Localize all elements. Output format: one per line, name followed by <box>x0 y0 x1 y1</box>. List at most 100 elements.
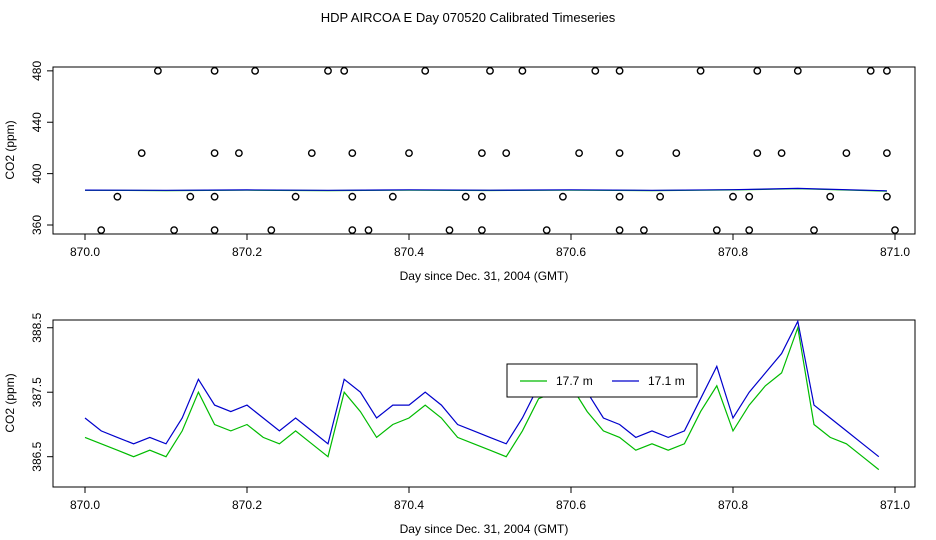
flag-point <box>866 67 875 75</box>
top-y-tick-label: 480 <box>30 61 44 81</box>
top-y-tick-label: 360 <box>30 215 44 235</box>
flag-point <box>307 149 316 158</box>
flag-point <box>745 192 754 201</box>
bottom-y-axis-label: CO2 (ppm) <box>3 373 17 432</box>
flag-point <box>575 149 583 158</box>
bottom-plot-frame <box>52 319 916 488</box>
bottom-x-tick-label: 870.4 <box>394 498 424 512</box>
bottom-x-axis: 870.0 870.2 870.4 870.6 870.8 871.0 <box>70 487 910 512</box>
top-x-tick-label: 870.4 <box>394 245 424 259</box>
flag-point <box>615 149 624 158</box>
flag-point <box>324 67 332 75</box>
bottom-series-2-line <box>84 319 880 458</box>
bottom-y-tick-label: 386.5 <box>30 441 44 471</box>
flag-point <box>405 149 413 158</box>
flag-point <box>348 149 357 158</box>
flag-point <box>291 192 300 201</box>
bottom-x-tick-label: 870.8 <box>718 498 748 512</box>
bottom-y-tick-label: 388.5 <box>30 312 44 342</box>
flag-point <box>559 192 567 201</box>
flag-point <box>640 226 648 235</box>
top-series-lines <box>84 187 887 192</box>
flag-point <box>421 67 430 75</box>
legend: 17.7 m 17.1 m <box>506 363 698 398</box>
flag-point <box>883 67 891 75</box>
bottom-x-tick-label: 871.0 <box>880 498 910 512</box>
flag-point <box>615 226 624 235</box>
flag-point <box>591 67 600 75</box>
flag-point <box>251 67 260 75</box>
flag-point <box>210 192 219 201</box>
bottom-x-tick-label: 870.6 <box>556 498 586 512</box>
bottom-y-tick-label: 387.5 <box>30 377 44 407</box>
bottom-x-tick-label: 870.0 <box>70 498 100 512</box>
top-y-tick-label: 440 <box>30 112 44 132</box>
top-y-axis: 360 400 440 480 <box>30 61 53 235</box>
flag-point <box>477 192 486 201</box>
flag-point <box>842 149 851 158</box>
top-x-tick-label: 870.8 <box>718 245 748 259</box>
flag-point <box>113 192 122 201</box>
flag-point <box>364 226 373 235</box>
top-x-axis: 870.0 870.2 870.4 870.6 870.8 871.0 <box>70 234 910 259</box>
top-x-axis-label: Day since Dec. 31, 2004 (GMT) <box>400 269 569 283</box>
top-flag-points <box>97 67 899 235</box>
flag-point <box>883 149 891 158</box>
top-plot-frame <box>52 66 916 235</box>
flag-point <box>729 192 737 201</box>
bottom-series-1-line <box>84 325 880 471</box>
flag-point <box>672 149 681 158</box>
top-y-tick-label: 400 <box>30 163 44 183</box>
bottom-y-axis: 386.5 387.5 388.5 <box>30 312 53 472</box>
legend-label-17-1m: 17.1 m <box>648 374 685 388</box>
flag-point <box>486 67 494 75</box>
top-x-tick-label: 870.6 <box>556 245 586 259</box>
flag-point <box>777 149 786 158</box>
flag-point <box>615 67 624 75</box>
flag-point <box>234 149 243 158</box>
top-x-tick-label: 870.0 <box>70 245 100 259</box>
flag-point <box>745 226 754 235</box>
flag-point <box>883 192 891 201</box>
flag-point <box>542 226 551 235</box>
flag-point <box>445 226 454 235</box>
flag-point <box>891 226 899 235</box>
flag-point <box>97 226 106 235</box>
flag-point <box>477 226 486 235</box>
top-x-tick-label: 871.0 <box>880 245 910 259</box>
flag-point <box>153 67 162 75</box>
flag-point <box>137 149 146 158</box>
flag-point <box>388 192 397 201</box>
flag-point <box>793 67 802 75</box>
flag-point <box>753 149 762 158</box>
flag-point <box>210 226 219 235</box>
bottom-x-axis-label: Day since Dec. 31, 2004 (GMT) <box>400 522 569 536</box>
flag-point <box>696 67 705 75</box>
top-y-axis-label: CO2 (ppm) <box>3 120 17 179</box>
flag-point <box>712 226 721 235</box>
flag-point <box>210 67 219 75</box>
flag-point <box>477 149 486 158</box>
flag-point <box>826 192 835 201</box>
bottom-panel: 870.0 870.2 870.4 870.6 870.8 871.0 386.5 387.… <box>3 312 916 536</box>
flag-point <box>348 192 357 201</box>
flag-point <box>461 192 470 201</box>
flag-point <box>753 67 762 75</box>
top-panel: 870.0 870.2 870.4 870.6 870.8 871.0 360 400 440… <box>3 61 916 283</box>
flag-point <box>810 226 818 235</box>
bottom-series-lines <box>84 319 880 471</box>
flag-point <box>518 67 527 75</box>
flag-point <box>615 192 624 201</box>
flag-point <box>210 149 219 158</box>
top-series-2-line <box>84 187 887 192</box>
top-x-tick-label: 870.2 <box>232 245 262 259</box>
legend-label-17-7m: 17.7 m <box>556 374 593 388</box>
flag-point <box>170 226 179 235</box>
flag-point <box>656 192 664 201</box>
bottom-x-tick-label: 870.2 <box>232 498 262 512</box>
flag-point <box>502 149 511 158</box>
flag-point <box>340 67 349 75</box>
flag-point <box>267 226 276 235</box>
flag-point <box>348 226 357 235</box>
